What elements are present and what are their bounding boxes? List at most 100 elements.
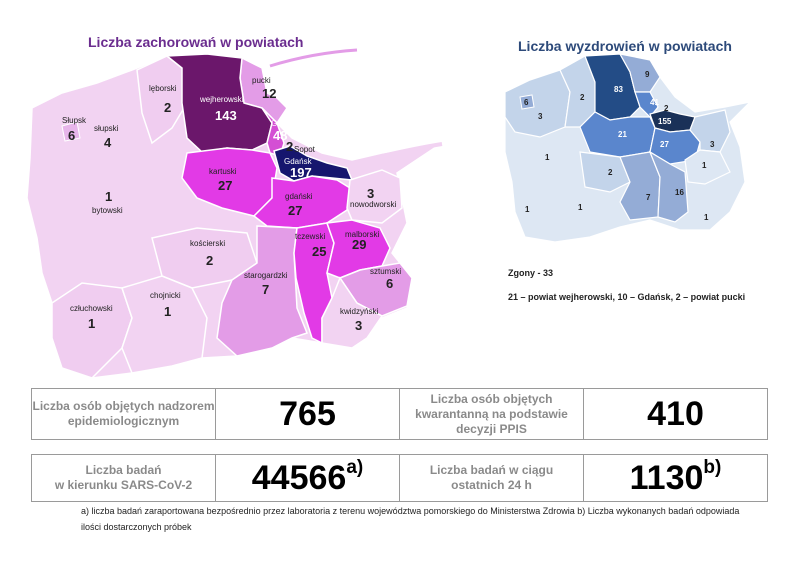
recovery-value-czluchowski: 1: [578, 203, 583, 212]
tests-24h-label-line2: ostatnich 24 h: [451, 478, 532, 492]
recovery-value-wejherowski: 83: [614, 85, 623, 94]
quarantine-value: 410: [647, 394, 704, 433]
county-value-sztumski: 6: [386, 276, 393, 291]
county-label-nowodworski: nowodworski: [350, 200, 396, 209]
tests-24h-label-cell: Liczba badań w ciągu ostatnich 24 h: [399, 454, 584, 502]
rmap-tczewski: [648, 150, 689, 223]
county-value-koscierski: 2: [206, 253, 213, 268]
county-value-gdynia: 48: [273, 128, 287, 143]
stats-table-row1: Liczba osób objętych nadzorem epidemiolo…: [31, 388, 768, 440]
tests-total-footnote-mark: a): [346, 456, 364, 478]
map-region-kwidzynski: [321, 276, 384, 349]
map-region-chojnicki: [121, 275, 208, 374]
recovery-value-gdanski: 27: [660, 140, 669, 149]
county-value-tczewski: 25: [312, 244, 326, 259]
recovery-value-leborski: 2: [580, 93, 585, 102]
tests-24h-footnote-mark: b): [703, 456, 722, 478]
county-label-sztumski: sztumski: [370, 267, 401, 276]
recoveries-map: 6 3 2 83 9 41 2 155 21 27 3 1 2 1 7 16 1…: [504, 53, 752, 242]
county-label-starogardzki: starogardzki: [244, 271, 288, 280]
recovery-value-gdynia: 41: [650, 98, 659, 107]
county-value-leborski: 2: [164, 100, 171, 115]
county-label-slupski: słupski: [94, 124, 119, 133]
map-region-slupsk: [61, 121, 81, 142]
quarantine-value-cell: 410: [583, 388, 768, 440]
tests-24h-value-cell: 1130b): [583, 454, 768, 502]
recovery-value-slupski: 3: [538, 112, 543, 121]
tests-total-label-line2: w kierunku SARS-CoV-2: [54, 478, 193, 492]
tests-24h-label-line1: Liczba badań w ciągu: [429, 463, 554, 477]
tests-total-label-line1: Liczba badań: [85, 463, 162, 477]
map-region-gdanski: [252, 175, 351, 229]
tests-total-label-cell: Liczba badań w kierunku SARS-CoV-2: [31, 454, 216, 502]
recovery-value-malborski: 1: [702, 161, 707, 170]
supervision-label: Liczba osób objętych nadzorem epidemiolo…: [32, 399, 215, 428]
tests-total-value: 44566: [251, 458, 347, 497]
supervision-value-cell: 765: [215, 388, 400, 440]
county-value-sopot: 2: [286, 139, 293, 154]
stats-table-row2: Liczba badań w kierunku SARS-CoV-2 44566…: [31, 454, 768, 502]
county-value-gdansk: 197: [290, 165, 312, 180]
tests-total-value-cell: 44566a): [215, 454, 400, 502]
county-value-chojnicki: 1: [164, 304, 171, 319]
supervision-label-cell: Liczba osób objętych nadzorem epidemiolo…: [31, 388, 216, 440]
map-hel-peninsula: [269, 48, 358, 68]
deaths-total: Zgony - 33: [508, 268, 554, 278]
county-label-slupsk: Słupsk: [62, 116, 87, 125]
quarantine-label-cell: Liczba osób objętych kwarantanną na pods…: [399, 388, 584, 440]
recovery-value-kartuski: 21: [618, 130, 627, 139]
county-value-kwidzynski: 3: [355, 318, 362, 333]
recovery-value-sopot: 2: [664, 104, 669, 113]
county-label-gdanski: gdański: [285, 192, 313, 201]
footnote: a) liczba badań zaraportowana bezpośredn…: [81, 506, 740, 532]
county-label-koscierski: kościerski: [190, 239, 225, 248]
quarantine-label: Liczba osób objętych kwarantanną na pods…: [415, 391, 568, 436]
infections-map: Słupsk 6 słupski 4 lęborski 2 wejherowsk…: [26, 48, 443, 379]
county-label-wejherowski: wejherowski: [199, 95, 244, 104]
rmap-kartuski: [579, 111, 656, 158]
county-label-pucki: pucki: [252, 76, 271, 85]
county-value-gdanski: 27: [288, 203, 302, 218]
recoveries-map-title: Liczba wyzdrowień w powiatach: [518, 38, 732, 54]
county-label-gdansk: Gdańsk: [284, 157, 313, 166]
county-value-czluchowski: 1: [88, 316, 95, 331]
county-label-sopot: Sopot: [294, 145, 316, 154]
county-value-wejherowski: 143: [215, 108, 237, 123]
county-value-pucki: 12: [262, 86, 276, 101]
county-label-kartuski: kartuski: [209, 167, 237, 176]
county-label-gdynia: Gdynia: [271, 119, 297, 128]
county-label-czluchowski: człuchowski: [70, 304, 113, 313]
recovery-value-bytowski: 1: [545, 153, 550, 162]
county-value-slupsk: 6: [68, 128, 75, 143]
recovery-value-kwidzynski: 1: [525, 205, 530, 214]
rmap-slupski: [504, 69, 571, 138]
rmap-koscierski: [579, 151, 631, 193]
recovery-value-gdansk: 155: [658, 117, 672, 126]
county-value-slupski: 4: [104, 135, 112, 150]
map-region-nowodworski: [346, 169, 403, 224]
recovery-value-starogardzki: 7: [646, 193, 651, 202]
county-label-kwidzynski: kwidzyński: [340, 307, 378, 316]
recovery-value-koscierski: 2: [608, 168, 613, 177]
infections-map-title: Liczba zachorowań w powiatach: [88, 34, 304, 50]
county-label-chojnicki: chojnicki: [150, 291, 181, 300]
deaths-breakdown: 21 – powiat wejherowski, 10 – Gdańsk, 2 …: [508, 292, 746, 302]
recovery-value-tczewski: 16: [675, 188, 684, 197]
county-label-bytowski: bytowski: [92, 206, 123, 215]
rmap-slupsk: [519, 94, 535, 110]
county-value-starogardzki: 7: [262, 282, 269, 297]
supervision-value: 765: [279, 394, 336, 433]
county-value-kartuski: 27: [218, 178, 232, 193]
rmap-gdynia: [634, 91, 659, 118]
map-vistula-spit: [381, 142, 443, 158]
county-value-bytowski-shown: 1: [105, 189, 112, 204]
county-label-leborski: lęborski: [149, 84, 177, 93]
county-value-malborski: 29: [352, 237, 366, 252]
rmap-malborski: [684, 149, 731, 185]
recovery-value-slupsk: 6: [524, 98, 529, 107]
recovery-value-pucki: 9: [645, 70, 650, 79]
county-label-tczewski: tczewski: [295, 232, 325, 241]
county-value-nowodworski: 3: [367, 186, 374, 201]
tests-24h-value: 1130: [629, 458, 704, 497]
recovery-value-sztumski: 1: [704, 213, 709, 222]
